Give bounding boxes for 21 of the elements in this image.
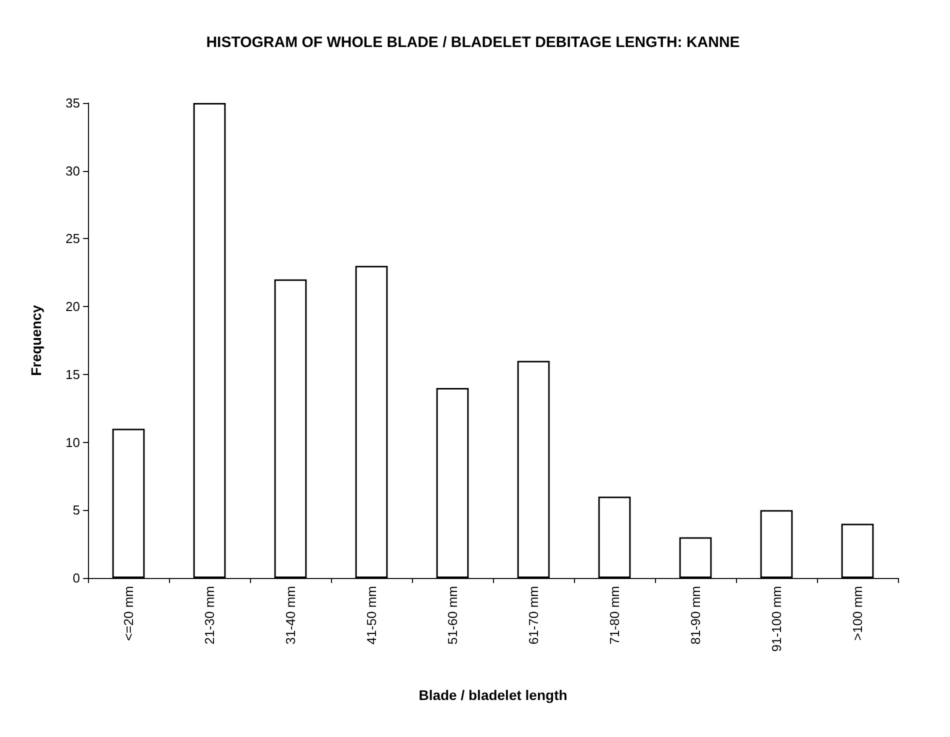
y-tick-label: 20: [66, 299, 80, 314]
x-tick-label: 51-60 mm: [445, 586, 460, 645]
x-tick-label: 31-40 mm: [283, 586, 298, 645]
x-tick-label: 81-90 mm: [688, 586, 703, 645]
y-tick-label: 0: [72, 570, 80, 586]
x-tick-label: 41-50 mm: [364, 586, 379, 645]
y-tick-label: 10: [66, 434, 80, 450]
y-axis-title: Frequency: [28, 304, 44, 376]
x-axis-title: Blade / bladelet length: [418, 687, 568, 703]
x-tick-label: >100 mm: [850, 586, 865, 641]
chart-title: HISTOGRAM OF WHOLE BLADE / BLADELET DEBITAGE LENGTH: KANNE: [206, 34, 740, 51]
x-tick-label: 21-30 mm: [202, 586, 217, 645]
y-tick-label: 5: [72, 502, 80, 518]
y-tick-label: 35: [66, 96, 80, 110]
x-tick-label: 71-80 mm: [607, 586, 622, 645]
x-tick-label: <=20 mm: [121, 586, 136, 641]
y-tick-label: 15: [66, 366, 80, 382]
y-tick-label: 25: [66, 231, 80, 246]
x-tick-label: 61-70 mm: [526, 586, 541, 645]
y-tick-label: 30: [66, 163, 80, 178]
x-tick-label: 91-100 mm: [769, 586, 784, 652]
